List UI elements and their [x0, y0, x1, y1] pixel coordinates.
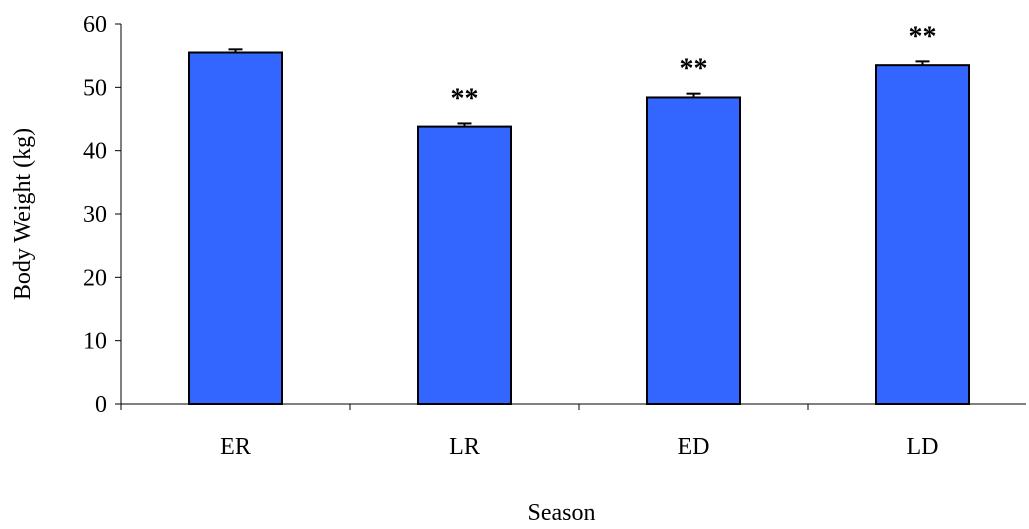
y-tick-label: 20: [83, 265, 107, 291]
y-tick-label: 60: [83, 12, 107, 38]
x-tick-label-lr: LR: [449, 434, 480, 460]
y-axis-title: Body Weight (kg): [10, 128, 36, 300]
bar-er: [188, 51, 283, 405]
y-tick-label: 10: [83, 329, 107, 355]
x-tick-label-ed: ED: [678, 434, 710, 460]
y-tick-label: 50: [83, 75, 107, 101]
bar-ld: [875, 64, 970, 406]
bar-lr: [417, 125, 512, 405]
annotation-labels: ** ** **: [451, 21, 937, 114]
significance-label-ld: **: [909, 21, 937, 52]
y-tick-label: 40: [83, 139, 107, 165]
x-ticks: ER LR ED LD: [120, 404, 939, 460]
x-tick-label-er: ER: [220, 434, 251, 460]
y-ticks: 0 10 20 30 40 50 60: [83, 12, 121, 418]
y-tick-label: 30: [83, 202, 107, 228]
significance-label-ed: **: [680, 54, 708, 85]
significance-label-lr: **: [451, 83, 479, 114]
x-axis-title: Season: [528, 500, 596, 526]
y-tick-label: 0: [95, 392, 107, 418]
x-tick-label-ld: LD: [907, 434, 939, 460]
bars-layer: [188, 48, 970, 406]
bar-ed: [646, 96, 741, 405]
